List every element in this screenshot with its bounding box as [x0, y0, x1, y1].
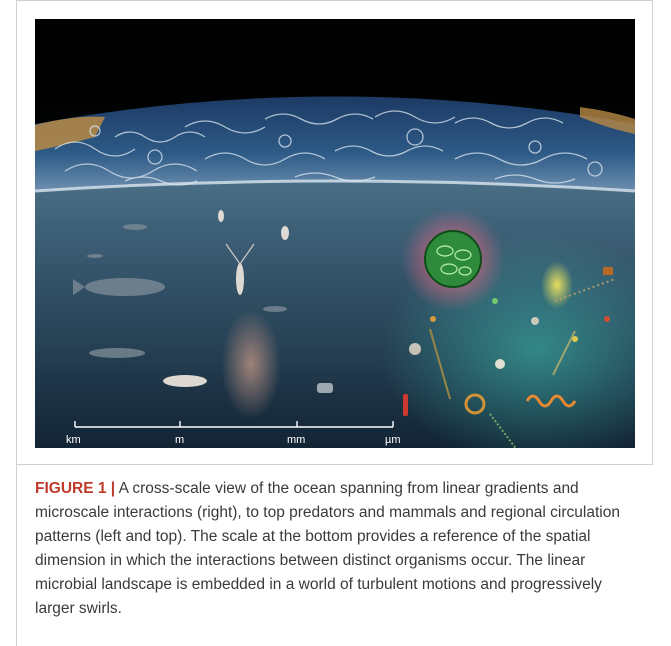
coastline-left	[35, 116, 105, 151]
figure-caption-text: A cross-scale view of the ocean spanning…	[35, 480, 620, 617]
microbial-particles	[403, 267, 613, 416]
filament-chain	[429, 328, 451, 400]
figure-caption: FIGURE 1 | A cross-scale view of the oce…	[35, 477, 635, 621]
whale-shark-silhouettes	[73, 224, 287, 358]
dotted-chain	[554, 278, 616, 302]
spiral-chain	[525, 394, 577, 408]
filament-chain-2	[552, 330, 576, 376]
frame-top-border	[16, 0, 653, 1]
scale-label-um: µm	[385, 434, 401, 446]
scale-label-km: km	[66, 434, 81, 446]
frame-left-border	[16, 0, 17, 646]
figure-caption-divider	[16, 464, 653, 465]
diatom-sphere	[424, 230, 482, 288]
small-crustacean	[317, 383, 333, 393]
scale-label-mm: mm	[287, 434, 305, 446]
surface-rim-highlight	[35, 179, 635, 193]
ocean-cross-scale-illustration: km m mm µm	[35, 19, 635, 448]
green-chain	[489, 413, 517, 448]
krill-copepod	[163, 210, 289, 387]
frame-right-border	[652, 0, 653, 464]
coastline-right	[580, 107, 635, 134]
plume-cloud	[221, 309, 281, 419]
yellow-microbe	[541, 261, 573, 309]
figure-label: FIGURE 1 |	[35, 480, 116, 497]
surface-swirls	[54, 110, 603, 186]
scale-label-m: m	[175, 434, 184, 446]
scale-bar	[74, 421, 394, 428]
